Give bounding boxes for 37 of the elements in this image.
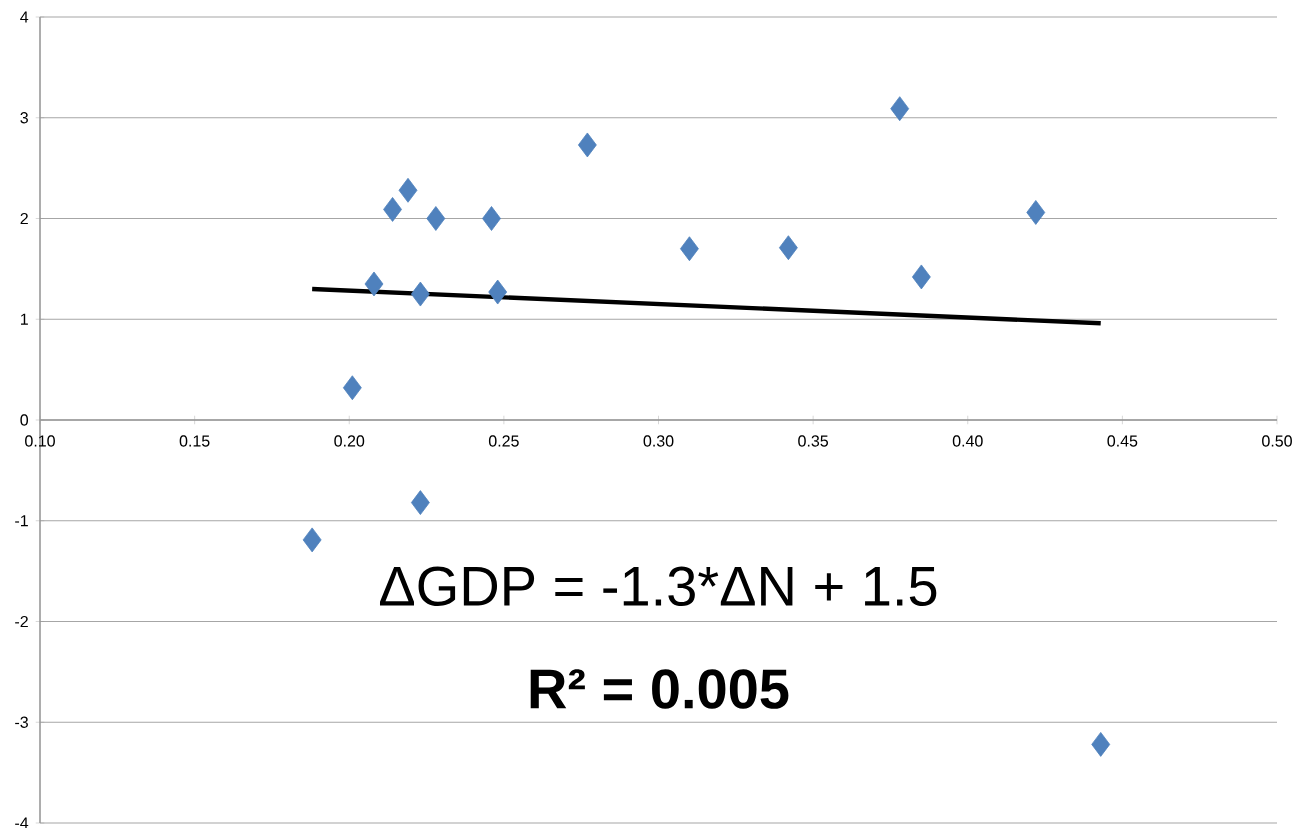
point bbox=[680, 236, 699, 262]
x-tick-label: 0.25 bbox=[488, 435, 519, 447]
x-tick-label: 0.45 bbox=[1107, 435, 1138, 447]
point bbox=[398, 177, 418, 203]
y-tick-label: 2 bbox=[20, 212, 28, 225]
y-tick-label: -4 bbox=[15, 817, 29, 828]
point bbox=[342, 375, 362, 401]
x-tick-label: 0.40 bbox=[952, 435, 983, 447]
y-tick-label: -1 bbox=[15, 515, 28, 527]
y-tick-label: 3 bbox=[20, 112, 28, 124]
x-tick-label: 0.10 bbox=[25, 435, 55, 447]
point bbox=[482, 206, 501, 231]
point bbox=[577, 132, 597, 158]
y-tick-label: 1 bbox=[20, 313, 28, 325]
x-tick-label: 0.35 bbox=[798, 435, 829, 447]
y-tick-label: 0 bbox=[20, 414, 29, 426]
point bbox=[890, 96, 910, 122]
point bbox=[426, 206, 446, 231]
x-tick-label: 0.15 bbox=[179, 435, 210, 447]
x-tick-label: 0.20 bbox=[334, 435, 365, 447]
point bbox=[778, 235, 798, 261]
y-tick-label: -2 bbox=[15, 615, 28, 628]
point bbox=[410, 490, 430, 515]
y-tick-label: 4 bbox=[20, 11, 29, 23]
annotation: R² = 0.005 bbox=[530, 669, 789, 709]
point bbox=[911, 264, 931, 290]
y-tick-label: -3 bbox=[15, 716, 28, 728]
point bbox=[1026, 200, 1046, 225]
x-tick-label: 0.50 bbox=[1262, 435, 1292, 447]
point bbox=[302, 527, 322, 553]
point bbox=[364, 271, 384, 297]
point bbox=[410, 281, 430, 307]
annotation: ΔGDP = -1.3*ΔN + 1.5 bbox=[379, 566, 937, 607]
point bbox=[1091, 732, 1111, 757]
point bbox=[383, 197, 402, 222]
x-tick-label: 0.30 bbox=[643, 435, 674, 447]
point bbox=[488, 279, 508, 305]
